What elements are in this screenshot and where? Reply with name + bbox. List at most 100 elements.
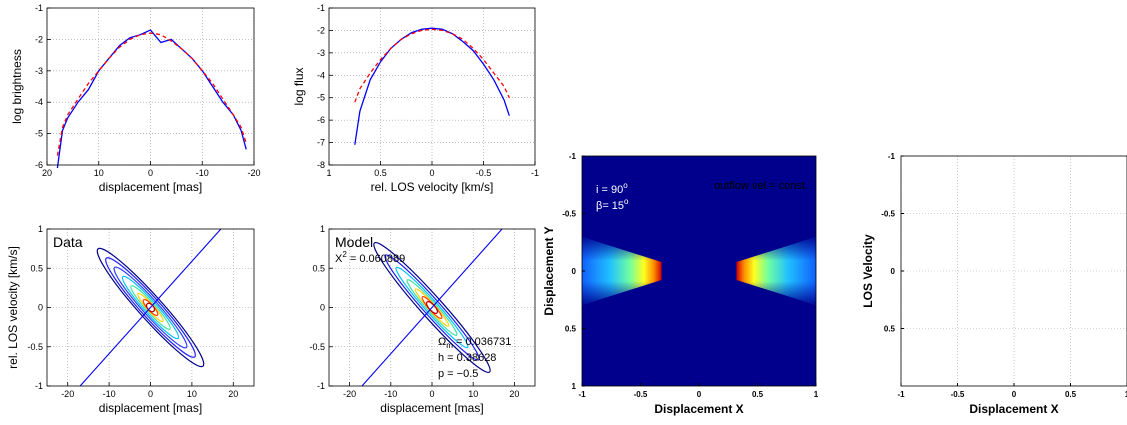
y-tick-label: 0.5 xyxy=(312,263,325,273)
y-axis-label: Displacement Y xyxy=(542,226,556,315)
x-tick-label: -1 xyxy=(578,390,586,399)
x-tick-label: -1 xyxy=(531,168,539,178)
param-value: = 0.036731 xyxy=(453,336,511,348)
x-tick-label: -20 xyxy=(61,389,74,399)
y-tick-label: 0 xyxy=(320,303,325,313)
beta-sup: o xyxy=(624,197,629,206)
model-param: Ωm = 0.036731 xyxy=(438,336,511,350)
chart-2: 1 0.5 0 -0.5 -1 -1 -2 -3 -4 -5 -6 -7 -8 rel. LOS velo… xyxy=(292,3,539,194)
param-subscript: m xyxy=(446,341,453,350)
y-tick-label: -1 xyxy=(317,381,325,391)
x-tick-label: 0 xyxy=(429,389,434,399)
y-tick-label: -8 xyxy=(317,160,325,170)
x-tick-label: 10 xyxy=(94,168,104,178)
y-tick-label: 0.5 xyxy=(565,325,577,334)
y-tick-label: -5 xyxy=(35,129,43,139)
x-axis-label: Displacement X xyxy=(969,402,1058,416)
y-tick-label: 0 xyxy=(38,303,43,313)
x-tick-label: -0.5 xyxy=(951,390,965,399)
x-tick-label: 0 xyxy=(148,389,153,399)
y-tick-label: 0.5 xyxy=(30,263,43,273)
x-tick-label: 0.5 xyxy=(374,168,387,178)
y-axis-label: LOS Velocity xyxy=(861,234,875,308)
chi2-symbol: X xyxy=(335,253,343,265)
series-line-2 xyxy=(56,32,247,156)
beta-text: β= 15 xyxy=(596,200,624,212)
y-tick-label: -2 xyxy=(317,25,325,35)
x-tick-label: -20 xyxy=(247,168,260,178)
x-axis-label: displacement [mas] xyxy=(99,401,202,415)
y-tick-label: 0.5 xyxy=(884,325,896,334)
y-tick-label: -6 xyxy=(317,115,325,125)
chi2-label: X2 = 0.060889 xyxy=(335,250,405,265)
y-tick-label: -4 xyxy=(35,97,43,107)
x-tick-label: 20 xyxy=(509,389,519,399)
x-axis-label: displacement [mas] xyxy=(380,401,483,415)
chi2-value: = 0.060889 xyxy=(347,253,405,265)
y-axis-label: rel. LOS velocity [km/s] xyxy=(6,246,20,369)
chart-6: -1 -0.5 0 0.5 1 -1 -0.5 0 0.5 Displacement X LOS V… xyxy=(861,152,1127,416)
y-tick-label: -2 xyxy=(35,34,43,44)
model-param: p = −0.5 xyxy=(438,368,478,380)
y-tick-label: -0.5 xyxy=(309,342,325,352)
x-axis-label: rel. LOS velocity [km/s] xyxy=(371,180,494,194)
fit-line xyxy=(79,228,222,387)
x-tick-label: 0.5 xyxy=(1065,390,1077,399)
contour-level-4 xyxy=(121,275,180,340)
fit-line xyxy=(361,228,503,387)
panel-annotation: Model xyxy=(335,234,373,250)
y-tick-label: -6 xyxy=(35,160,43,170)
contour-level-3 xyxy=(113,266,188,349)
y-tick-label: 0 xyxy=(572,267,577,276)
y-tick-label: -0.5 xyxy=(562,210,576,219)
contour-level-2 xyxy=(384,254,480,361)
chart-3: -20 -10 0 10 20 1 0.5 0 -0.5 -1 displacement [mas]… xyxy=(6,224,255,415)
param-symbol: p xyxy=(438,368,444,380)
contour-level-3 xyxy=(395,266,469,349)
x-tick-label: 10 xyxy=(468,389,478,399)
x-tick-label: 0 xyxy=(429,168,434,178)
y-tick-label: 0 xyxy=(891,267,896,276)
y-tick-label: -7 xyxy=(317,138,325,148)
inclination-sup: o xyxy=(623,181,628,190)
x-tick-label: 1 xyxy=(326,168,331,178)
x-axis-label: Displacement X xyxy=(654,402,743,416)
series-line-2 xyxy=(354,28,510,103)
x-tick-label: -1 xyxy=(897,390,905,399)
y-axis-label: log brightness xyxy=(10,49,24,124)
x-tick-label: -0.5 xyxy=(476,168,492,178)
chi2-superscript: 2 xyxy=(342,250,347,259)
x-tick-label: -0.5 xyxy=(634,390,648,399)
inclination-label: i = 90o xyxy=(596,181,628,196)
x-tick-label: 0 xyxy=(148,168,153,178)
y-tick-label: 1 xyxy=(38,224,43,234)
x-tick-label: -10 xyxy=(384,389,397,399)
contour-level-2 xyxy=(105,257,196,358)
y-tick-label: 1 xyxy=(320,224,325,234)
x-tick-label: 0.5 xyxy=(752,390,764,399)
inclination-text: i = 90 xyxy=(596,184,623,196)
y-tick-label: -1 xyxy=(888,152,896,161)
param-symbol: h xyxy=(438,352,444,364)
y-tick-label: -1 xyxy=(317,3,325,13)
x-tick-label: 10 xyxy=(187,389,197,399)
y-tick-label: -1 xyxy=(35,381,43,391)
x-tick-label: 20 xyxy=(42,168,52,178)
y-tick-label: -5 xyxy=(317,93,325,103)
param-symbol: Ω xyxy=(438,336,446,348)
model-param: h = 0.38628 xyxy=(438,352,496,364)
y-axis-label: log flux xyxy=(292,67,306,105)
y-tick-label: 1 xyxy=(572,382,577,391)
x-tick-label: -10 xyxy=(103,389,116,399)
chart-4: -20 -10 0 10 20 1 0.5 0 -0.5 -1 displacement [mas]… xyxy=(309,224,536,415)
y-tick-label: -3 xyxy=(317,48,325,58)
param-value: = 0.38628 xyxy=(444,352,496,364)
x-tick-label: -20 xyxy=(343,389,356,399)
x-tick-label: 20 xyxy=(228,389,238,399)
contour-level-1 xyxy=(96,247,205,368)
y-tick-label: -0.5 xyxy=(27,342,43,352)
x-axis-label: displacement [mas] xyxy=(99,180,202,194)
outflow-cone-right-edge xyxy=(736,237,816,305)
